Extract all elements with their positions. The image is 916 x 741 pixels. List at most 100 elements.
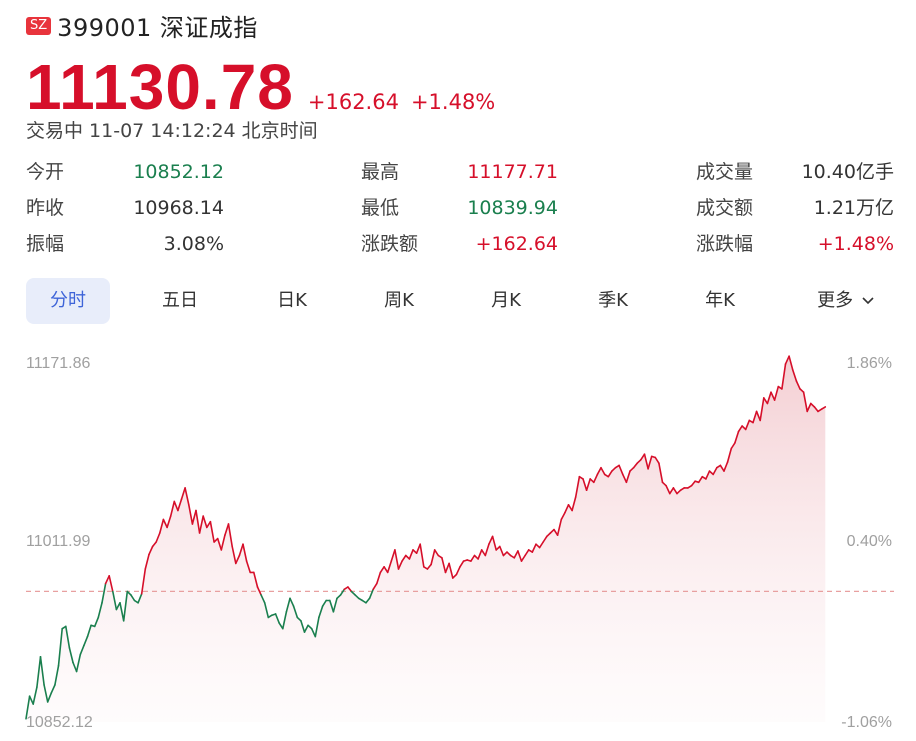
price-line-segment <box>202 515 208 529</box>
price-line-segment <box>354 594 360 600</box>
price-line-segment <box>390 549 396 562</box>
intraday-chart[interactable]: 11171.86 11011.99 10852.12 1.86% 0.40% -… <box>0 340 916 741</box>
price-line-segment <box>408 549 414 560</box>
price-line-segment <box>57 627 64 667</box>
stat-label: 振幅 <box>26 233 65 255</box>
price-line-segment <box>477 549 483 560</box>
price-line-segment <box>459 560 465 568</box>
y-label-right-top: 1.86% <box>847 355 892 372</box>
price-line-segment <box>231 545 237 565</box>
price-line-segment <box>137 593 143 604</box>
price-line-segment <box>119 601 125 622</box>
price-line-segment <box>188 504 194 525</box>
price-line-segment <box>502 551 508 557</box>
price-line-segment <box>253 571 259 588</box>
price-line-segment <box>245 560 251 574</box>
price-line-segment <box>498 545 505 557</box>
price-line-segment <box>600 466 606 476</box>
price-line-segment <box>169 500 176 517</box>
price-line-segment <box>108 575 114 593</box>
price-line-segment <box>813 406 819 413</box>
price-line-segment <box>177 498 183 512</box>
price-line-segment <box>784 355 790 365</box>
price-line-segment <box>339 588 346 596</box>
price-line-segment <box>726 447 733 463</box>
price-line-segment <box>571 496 577 512</box>
price-line-segment <box>762 397 769 405</box>
price-line-segment <box>162 518 168 529</box>
y-label-right-mid: 0.40% <box>847 533 892 550</box>
price-line-segment <box>661 481 667 487</box>
price-line-segment <box>397 560 403 570</box>
price-line-segment <box>75 653 82 673</box>
tab-five-day[interactable]: 五日 <box>162 290 198 311</box>
price-line-segment <box>238 543 244 557</box>
price-line-segment <box>618 464 624 476</box>
price-line-segment <box>759 397 765 422</box>
chart-period-tabs: 分时 五日 日K 周K 月K 季K 年K 更多 <box>26 278 906 324</box>
price-line-segment <box>444 562 450 574</box>
price-line-segment <box>126 590 132 596</box>
tab-monthly-k[interactable]: 月K <box>491 290 521 311</box>
price-line-segment <box>632 462 639 469</box>
price-line-segment <box>806 402 812 413</box>
price-line-segment <box>419 543 425 568</box>
price-line-segment <box>191 509 197 525</box>
price-line-segment <box>658 462 664 484</box>
y-label-left-top: 11171.86 <box>26 355 90 372</box>
price-line-segment <box>708 470 715 476</box>
price-line-segment <box>647 455 653 470</box>
price-line-segment <box>300 619 306 633</box>
price-line-segment <box>54 664 60 686</box>
price-line-segment <box>448 562 454 579</box>
price-line-segment <box>318 605 324 619</box>
stat-value: 11177.71 <box>467 161 558 183</box>
price-line-segment <box>321 599 328 608</box>
price-line-segment <box>263 601 270 619</box>
price-line-segment <box>639 453 646 461</box>
price-line-segment <box>636 459 642 464</box>
tab-more[interactable]: 更多 <box>796 278 896 324</box>
tab-weekly-k[interactable]: 周K <box>384 290 414 311</box>
price-line-segment <box>629 466 635 472</box>
stat-value: 10852.12 <box>133 161 224 183</box>
price-line-segment <box>611 466 617 472</box>
price-line-segment <box>542 535 548 543</box>
price-line-segment <box>386 560 393 574</box>
price-line-segment <box>802 391 809 413</box>
price-line-segment <box>379 566 385 574</box>
tab-quarterly-k[interactable]: 季K <box>598 290 628 311</box>
price-line-segment <box>791 368 798 382</box>
price-line-segment <box>72 661 78 673</box>
tab-daily-k[interactable]: 日K <box>277 290 307 311</box>
price-line-segment <box>820 406 827 410</box>
price-line-segment <box>809 402 816 408</box>
price-line-segment <box>734 430 740 444</box>
price-line-segment <box>592 473 599 484</box>
price-line-segment <box>549 528 555 534</box>
stat-change-percent: 涨跌幅 +1.48% <box>696 228 894 260</box>
price-line-segment <box>28 695 35 705</box>
price-line-segment <box>517 550 523 562</box>
price-line-segment <box>766 391 772 405</box>
price-line-segment <box>781 363 787 390</box>
price-line-segment <box>112 590 118 611</box>
price-line-segment <box>281 610 288 630</box>
price-line-segment <box>524 549 530 557</box>
price-line-segment <box>195 509 201 534</box>
stat-value: +162.64 <box>475 233 558 255</box>
price-line-segment <box>184 487 190 506</box>
y-label-left-mid: 11011.99 <box>26 533 90 550</box>
price-line-segment <box>697 475 704 484</box>
price-line-segment <box>274 613 281 624</box>
tab-yearly-k[interactable]: 年K <box>705 290 735 311</box>
stat-label: 涨跌幅 <box>696 233 754 255</box>
stat-label: 涨跌额 <box>361 233 419 255</box>
price-line-segment <box>115 601 121 611</box>
price-line-segment <box>46 692 53 703</box>
price-line-segment <box>328 599 335 613</box>
stat-volume: 成交量 10.40亿手 <box>696 156 894 188</box>
tab-intraday[interactable]: 分时 <box>26 278 110 324</box>
price-line-segment <box>32 686 38 705</box>
price-line-segment <box>166 515 172 529</box>
